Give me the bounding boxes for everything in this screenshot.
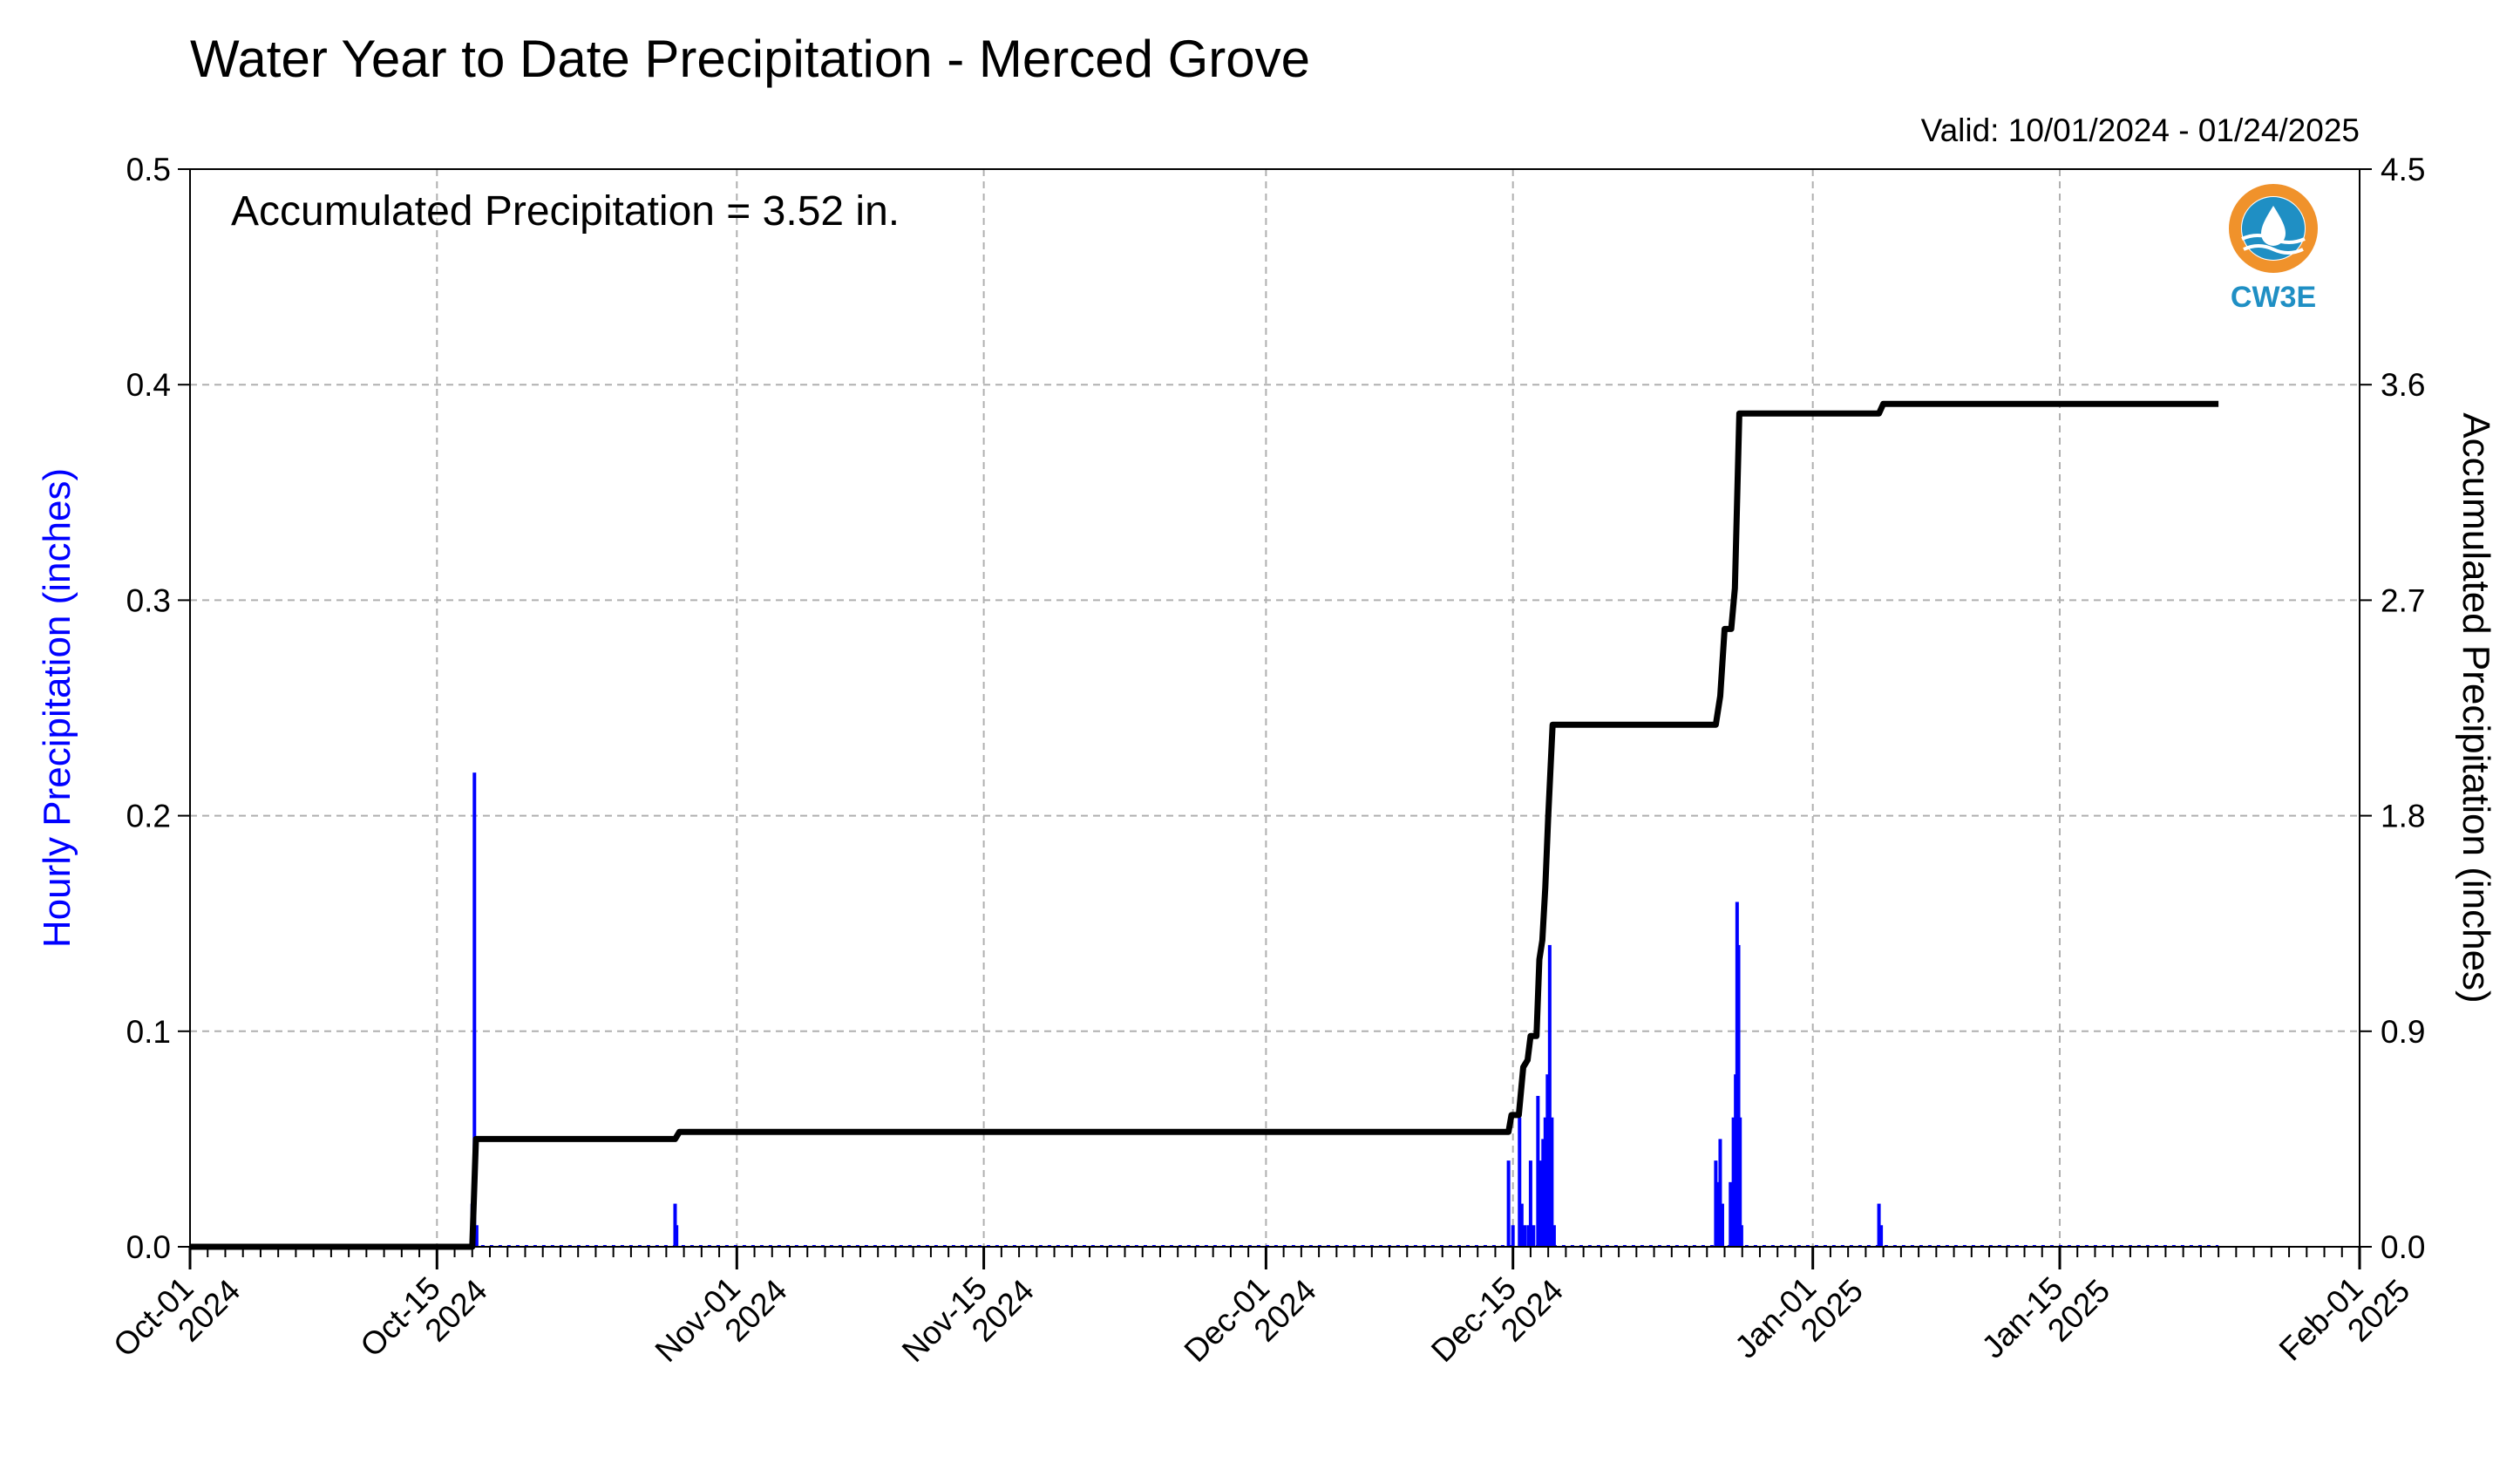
x-tick-label: Dec-012024: [1178, 1248, 1323, 1393]
accumulated-line-group: [190, 400, 2219, 1250]
right-y-axis: 0.0 0.9 1.8 2.7 3.6 4.5: [2360, 152, 2425, 1265]
valid-range: Valid: 10/01/2024 - 01/24/2025: [1921, 112, 2360, 148]
x-tick-label: Nov-012024: [649, 1248, 794, 1393]
precip-bar: [1877, 1203, 1881, 1247]
precip-bar: [675, 1225, 679, 1247]
precip-bar: [1729, 1181, 1733, 1247]
precip-bar: [1519, 1203, 1524, 1247]
logo-droplet-icon: [2261, 206, 2286, 246]
x-tick-label: Jan-152025: [1975, 1248, 2117, 1390]
precip-bar: [1543, 1117, 1547, 1247]
precip-bar: [1550, 1117, 1554, 1247]
y-left-tick-label: 0.1: [126, 1014, 171, 1050]
precip-bar: [1738, 1117, 1742, 1247]
left-y-axis: 0.0 0.1 0.2 0.3 0.4 0.5: [126, 152, 190, 1265]
x-tick-label: Nov-152024: [895, 1248, 1041, 1393]
x-tick-label: Oct-012024: [106, 1248, 247, 1388]
y-left-tick-label: 0.0: [126, 1229, 171, 1265]
precip-bar: [1511, 1225, 1515, 1247]
grid-lines: [190, 169, 2360, 1247]
y-right-tick-label: 1.8: [2381, 799, 2425, 834]
plot-frame: [189, 168, 2360, 1248]
y-right-tick-label: 2.7: [2381, 582, 2425, 618]
precip-bar: [1547, 944, 1552, 1247]
precip-bar: [1528, 1160, 1532, 1247]
precip-bar: [1506, 1160, 1511, 1247]
y-left-tick-label: 0.4: [126, 367, 171, 403]
logo-text: CW3E: [2231, 281, 2316, 314]
precip-bar: [472, 772, 477, 1247]
precip-bar: [474, 1225, 479, 1247]
x-tick-label: Oct-152024: [353, 1248, 493, 1388]
logo-wave-2: [2243, 244, 2304, 255]
x-tick-label: Dec-152024: [1424, 1248, 1570, 1393]
precip-bar: [1552, 1225, 1556, 1247]
precip-bar: [1739, 1225, 1743, 1247]
y-right-tick-label: 0.0: [2381, 1229, 2425, 1265]
accumulated-line: [190, 400, 2219, 1250]
precip-bar: [1536, 1095, 1540, 1247]
precip-bar: [1541, 1139, 1545, 1247]
logo-ring: [2229, 184, 2318, 273]
y-right-tick-label: 0.9: [2381, 1014, 2425, 1050]
precip-bar: [1518, 1117, 1522, 1247]
chart-title: Water Year to Date Precipitation - Merce…: [190, 30, 1310, 88]
precip-bar: [1718, 1139, 1722, 1247]
precip-bar: [1736, 944, 1741, 1247]
cw3e-logo: CW3E: [2229, 184, 2318, 314]
precip-bar: [1526, 1225, 1531, 1247]
hourly-bars: [470, 772, 2219, 1247]
precip-bar: [1532, 1225, 1536, 1247]
x-tick-label: Jan-012025: [1728, 1248, 1870, 1390]
right-axis-label: Accumulated Precipitation (inches): [2455, 412, 2497, 1003]
precip-bar: [1538, 1160, 1543, 1247]
left-axis-label: Hourly Precipitation (inches): [36, 468, 78, 948]
precip-bar: [1720, 1203, 1724, 1247]
precip-bar: [1523, 1225, 1527, 1247]
x-axis: Oct-012024 Oct-152024 Nov-012024 Nov-152024…: [106, 1247, 2417, 1393]
x-tick-label: Feb-012025: [2272, 1248, 2417, 1392]
precip-bar: [1714, 1160, 1718, 1247]
y-right-tick-label: 4.5: [2381, 152, 2425, 187]
precip-bar: [1879, 1225, 1884, 1247]
y-left-tick-label: 0.5: [126, 152, 171, 187]
precip-bar: [1731, 1117, 1735, 1247]
precip-bar: [1715, 1181, 1720, 1247]
precip-bar: [1545, 1074, 1550, 1247]
y-left-tick-label: 0.3: [126, 582, 171, 618]
y-left-tick-label: 0.2: [126, 799, 171, 834]
y-right-tick-label: 3.6: [2381, 367, 2425, 403]
accumulated-annotation: Accumulated Precipitation = 3.52 in.: [231, 188, 900, 235]
